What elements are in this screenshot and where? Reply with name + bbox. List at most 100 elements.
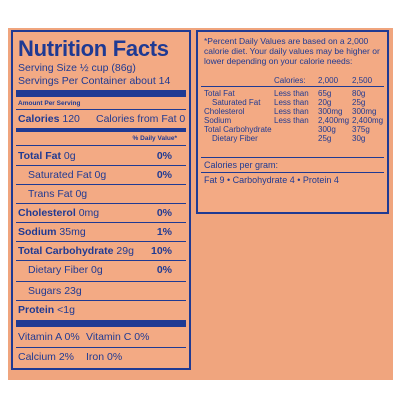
daily-values-table: Calories: 2,000 2,500 Total Fat Less than… bbox=[204, 76, 384, 143]
nutrient-amount: 0g bbox=[75, 188, 88, 200]
table-row: Saturated Fat Less than 20g 25g bbox=[204, 98, 384, 107]
divider bbox=[16, 145, 186, 146]
nutrient-name: Sugars bbox=[28, 285, 62, 297]
nutrient-name: Dietary Fiber bbox=[28, 264, 89, 276]
table-cell: Saturated Fat bbox=[212, 98, 261, 107]
nutrient-amount: 0g bbox=[63, 150, 76, 162]
divider bbox=[16, 203, 186, 204]
table-row: Total Fat Less than 65g 80g bbox=[204, 85, 384, 98]
nutrient-amount: 0g bbox=[94, 169, 107, 181]
table-cell bbox=[274, 125, 318, 134]
table-row: Sodium Less than 2,400mg 2,400mg bbox=[204, 116, 384, 125]
divider bbox=[201, 157, 384, 158]
nutrient-name: Trans Fat bbox=[28, 188, 73, 200]
nutrient-name: Protein bbox=[18, 304, 55, 316]
table-cell: Cholesterol bbox=[204, 107, 245, 116]
table-cell: 375g bbox=[352, 125, 370, 134]
table-row: Cholesterol Less than 300mg 300mg bbox=[204, 107, 384, 116]
thick-divider bbox=[16, 90, 186, 97]
nutrient-amount: 29g bbox=[116, 245, 134, 257]
table-cell: Dietary Fiber bbox=[212, 134, 258, 143]
nutrient-amount: <1g bbox=[57, 304, 75, 316]
divider bbox=[16, 260, 186, 261]
calories-per-gram-label: Calories per gram: bbox=[204, 160, 279, 170]
table-cell: 300g bbox=[318, 125, 336, 134]
vitamin-right: Iron 0% bbox=[86, 351, 123, 363]
nutrient-pct: 1% bbox=[156, 226, 172, 238]
table-cell: 80g bbox=[352, 89, 366, 98]
table-cell: 25g bbox=[352, 98, 366, 107]
nutrient-name: Sodium bbox=[18, 226, 57, 238]
table-cell: 25g bbox=[318, 134, 332, 143]
divider bbox=[16, 222, 186, 223]
nutrient-row: Total Carbohydrate 29g 10% bbox=[18, 245, 184, 257]
nutrient-amount: 0mg bbox=[78, 207, 100, 219]
vitamin-right: Vitamin C 0% bbox=[86, 331, 150, 343]
nutrient-row: Sodium 35mg 1% bbox=[18, 226, 184, 238]
divider bbox=[201, 172, 384, 173]
table-header-cell: 2,500 bbox=[352, 76, 373, 85]
nutrient-amount: 23g bbox=[64, 285, 82, 297]
nutrient-name: Cholesterol bbox=[18, 207, 76, 219]
nutrient-pct: 0% bbox=[156, 150, 172, 162]
table-cell bbox=[274, 134, 318, 143]
divider bbox=[16, 347, 186, 348]
table-cell: Total Fat bbox=[204, 89, 235, 98]
divider bbox=[16, 281, 186, 282]
table-cell: 2,400mg bbox=[352, 116, 384, 125]
nutrient-row: Sugars 23g bbox=[18, 285, 184, 297]
table-cell: Total Carbohydrate bbox=[204, 125, 272, 134]
calories-per-gram-values: Fat 9 • Carbohydrate 4 • Protein 4 bbox=[204, 175, 339, 185]
vitamin-row: Vitamin A 0% Vitamin C 0% bbox=[18, 331, 184, 343]
nutrient-pct: 0% bbox=[156, 169, 172, 181]
thick-divider bbox=[16, 320, 186, 327]
nutrient-name: Saturated Fat bbox=[28, 169, 92, 181]
divider bbox=[201, 86, 384, 87]
nutrient-row: Saturated Fat 0g 0% bbox=[18, 169, 184, 181]
table-cell: Less than bbox=[274, 107, 309, 116]
table-cell: 20g bbox=[318, 98, 332, 107]
table-header-cell: 2,000 bbox=[318, 76, 339, 85]
table-header-cell bbox=[204, 76, 274, 85]
table-cell: 300mg bbox=[318, 107, 343, 116]
nutrient-amount: 35mg bbox=[59, 226, 86, 238]
divider bbox=[16, 109, 186, 110]
nutrient-name: Total Carbohydrate bbox=[18, 245, 114, 257]
divider bbox=[16, 165, 186, 166]
table-row: Total Carbohydrate 300g 375g bbox=[204, 125, 384, 134]
table-header-row: Calories: 2,000 2,500 bbox=[204, 76, 384, 85]
daily-values-note: *Percent Daily Values are based on a 2,0… bbox=[204, 36, 380, 66]
table-header-cell: Calories: bbox=[274, 76, 306, 85]
package-background: Nutrition Facts Serving Size ½ cup (86g)… bbox=[8, 28, 393, 380]
nutrient-pct: 10% bbox=[150, 245, 172, 257]
table-cell: Sodium bbox=[204, 116, 232, 125]
panel-title: Nutrition Facts bbox=[18, 36, 169, 61]
nutrient-amount: 0g bbox=[91, 264, 103, 276]
nutrient-pct: 0% bbox=[156, 207, 172, 219]
calories-from-fat: Calories from Fat 0 bbox=[96, 113, 186, 125]
nutrient-row: Trans Fat 0g bbox=[18, 188, 184, 200]
nutrient-row: Protein <1g bbox=[18, 304, 184, 316]
daily-values-panel: *Percent Daily Values are based on a 2,0… bbox=[196, 30, 389, 214]
vitamin-left: Vitamin A 0% bbox=[18, 331, 80, 343]
vitamin-row: Calcium 2% Iron 0% bbox=[18, 351, 184, 363]
table-cell: Less than bbox=[274, 116, 309, 125]
nutrient-row: Cholesterol 0mg 0% bbox=[18, 207, 184, 219]
divider bbox=[16, 184, 186, 185]
table-cell: Less than bbox=[274, 98, 309, 107]
serving-size: Serving Size ½ cup (86g) bbox=[18, 62, 136, 74]
table-cell: 300mg bbox=[352, 107, 377, 116]
vitamin-left: Calcium 2% bbox=[18, 351, 75, 363]
daily-value-header: % Daily Value* bbox=[132, 135, 177, 142]
medium-divider bbox=[16, 128, 186, 132]
calories-label: Calories bbox=[18, 113, 60, 125]
table-cell: 30g bbox=[352, 134, 366, 143]
calories-row: Calories 120 Calories from Fat 0 bbox=[18, 113, 186, 125]
table-cell: 2,400mg bbox=[318, 116, 350, 125]
nutrient-pct: 0% bbox=[156, 264, 172, 276]
divider bbox=[16, 300, 186, 301]
table-row: Dietary Fiber 25g 30g bbox=[204, 134, 384, 143]
nutrient-row: Dietary Fiber 0g 0% bbox=[18, 264, 184, 276]
calories-value: 120 bbox=[62, 113, 80, 125]
amount-per-serving: Amount Per Serving bbox=[18, 100, 81, 107]
